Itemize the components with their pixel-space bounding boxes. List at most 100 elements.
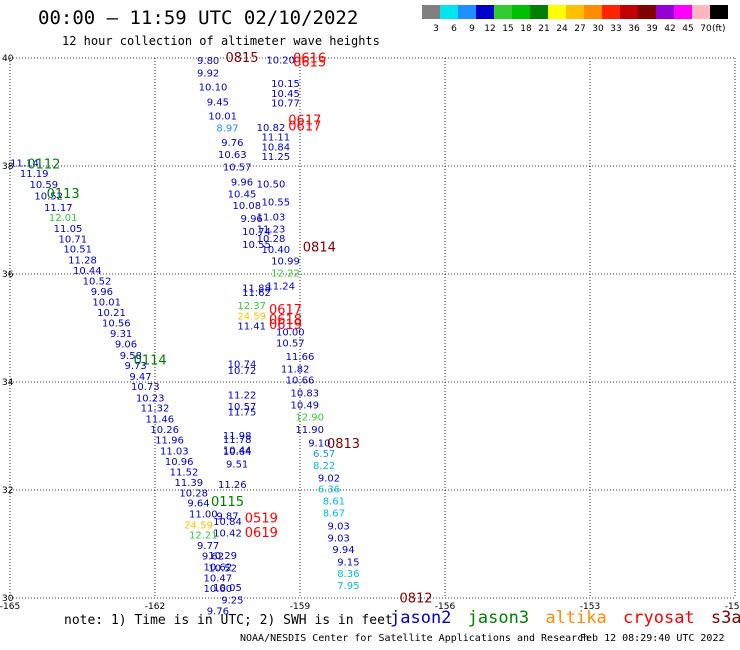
colorbar-swatch (602, 5, 620, 19)
swh-observation: 10.57 (276, 338, 305, 349)
swh-observation: 11.23 (257, 224, 286, 235)
colorbar-label: 21 (538, 24, 549, 34)
pass-time-label: 0112 (27, 158, 60, 173)
page-title: 00:00 – 11:59 UTC 02/10/2022 (38, 7, 359, 29)
swh-observation: 9.76 (207, 607, 229, 618)
swh-observation: 9.06 (115, 339, 137, 350)
latitude-tick-label: 38 (2, 162, 14, 172)
swh-observation: 11.26 (218, 480, 247, 491)
swh-observation: 10.55 (242, 240, 271, 251)
swh-observation: 10.82 (257, 123, 286, 134)
swh-observation: 10.52 (83, 276, 112, 287)
colorbar: 3 6 9 12 15 18 21 24 27 30 33 36 39 42 45 70 (ft) (422, 5, 728, 34)
swh-observation: 10.29 (208, 551, 237, 562)
swh-observation: 10.01 (92, 297, 121, 308)
swh-observation: 9.76 (221, 138, 243, 149)
swh-observation: 9.87 (216, 512, 238, 523)
colorbar-label: 70 (700, 24, 712, 34)
swh-observation: 9.96 (241, 214, 263, 225)
swh-observation: 9.62 (202, 552, 224, 563)
swh-observation: 10.42 (213, 528, 242, 539)
swh-observation: 7.95 (337, 581, 359, 592)
swh-observation: 6.36 (318, 485, 340, 496)
pass-time-label: 0618 (269, 313, 302, 328)
pass-time-label: 0615 (293, 56, 326, 71)
swh-observation: 11.00 (189, 510, 218, 521)
colorbar-label: 24 (556, 24, 568, 34)
swh-observation: 10.60 (204, 584, 233, 595)
swh-observation: 10.23 (136, 393, 165, 404)
colorbar-label: 45 (682, 24, 693, 34)
swh-observation: 10.49 (291, 400, 320, 411)
colorbar-label: 39 (646, 24, 658, 34)
legend-jason2: jason2 (390, 608, 452, 628)
swh-observation: 9.92 (197, 68, 219, 79)
generation-timestamp: Feb 12 08:29:40 UTC 2022 (580, 633, 725, 644)
colorbar-swatch (566, 5, 584, 19)
swh-observation: 8.36 (337, 569, 359, 580)
swh-observation: 10.99 (271, 256, 300, 267)
latitude-tick-label: 32 (2, 486, 13, 496)
satellite-legend: jason2 jason3 altika cryosat s3a (390, 608, 740, 628)
swh-observation: 10.52 (34, 191, 63, 202)
swh-observation: 10.47 (204, 573, 233, 584)
swh-observation: 11.90 (295, 425, 324, 436)
swh-observation: 10.44 (223, 445, 252, 456)
colorbar-label: 42 (664, 24, 675, 34)
swh-observation: 10.57 (223, 162, 252, 173)
swh-observation: 11.96 (155, 436, 184, 447)
longitude-tick-label: -156 (435, 602, 456, 612)
swh-observation: 8.61 (323, 497, 345, 508)
pass-time-label: 0619 (269, 318, 302, 333)
swh-observation: 11.25 (262, 152, 291, 163)
longitude-tick-label: -159 (290, 602, 311, 612)
colorbar-swatch (494, 5, 512, 19)
swh-observation: 9.47 (129, 372, 151, 383)
swh-observation: 10.57 (228, 402, 257, 413)
colorbar-swatch (458, 5, 476, 19)
swh-observation: 11.41 (237, 322, 266, 333)
colorbar-swatch (548, 5, 566, 19)
swh-observation: 11.66 (286, 352, 315, 363)
colorbar-swatch (422, 5, 440, 19)
longitude-tick-label: -165 (0, 602, 20, 612)
swh-observation: 11.17 (44, 203, 73, 214)
swh-observation: 11.82 (281, 364, 310, 375)
swh-observation: 10.21 (97, 308, 126, 319)
swh-observation: 10.96 (165, 457, 194, 468)
colorbar-label: (ft) (712, 24, 726, 34)
swh-observation: 9.94 (332, 545, 354, 556)
longitude-tick-label: -150 (725, 602, 740, 612)
swh-observation: 11.32 (141, 404, 170, 415)
swh-observation: 10.00 (276, 328, 305, 339)
longitude-tick-label: -162 (145, 602, 165, 612)
swh-observation: 10.50 (257, 180, 286, 191)
swh-observation: 12.37 (237, 301, 266, 312)
swh-observation: 11.03 (257, 213, 286, 224)
swh-observation: 10.45 (228, 189, 257, 200)
colorbar-label: 9 (469, 24, 475, 34)
swh-observation: 11.52 (170, 467, 199, 478)
swh-observation: 12.01 (49, 213, 78, 224)
swh-observation: 6.57 (313, 449, 335, 460)
swh-observation: 10.28 (179, 488, 208, 499)
colorbar-label: 15 (502, 24, 513, 34)
swh-observation: 9.58 (120, 351, 142, 362)
swh-observation: 12.90 (295, 412, 324, 423)
swh-observation: 10.72 (228, 366, 257, 377)
swh-observation: 9.77 (197, 541, 219, 552)
pass-time-label: 0115 (211, 495, 244, 510)
swh-observation: 10.10 (199, 82, 228, 93)
swh-observation: 8.22 (313, 461, 335, 472)
swh-observation: 10.01 (208, 112, 237, 123)
swh-observation: 9.10 (308, 438, 330, 449)
swh-observation: 11.03 (160, 446, 189, 457)
latitude-tick-label: 36 (2, 270, 14, 280)
colorbar-swatch (584, 5, 602, 19)
swh-observation: 9.25 (221, 595, 243, 606)
colorbar-swatch (620, 5, 638, 19)
legend-s3a: s3a (710, 608, 740, 628)
pass-time-label: 0617 (288, 119, 321, 134)
colorbar-label: 3 (433, 24, 439, 34)
